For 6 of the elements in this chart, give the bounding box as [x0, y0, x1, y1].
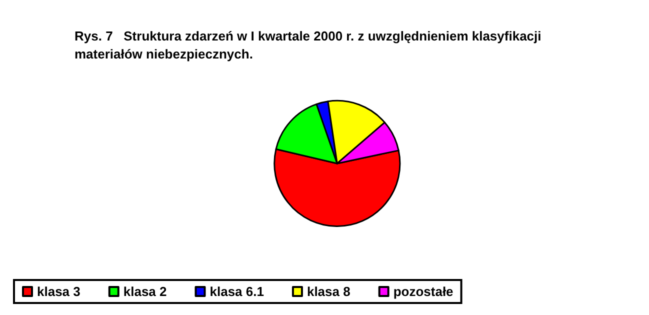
- legend-label: klasa 3: [37, 284, 80, 299]
- legend-label: klasa 2: [123, 284, 167, 299]
- chart-title: Rys. 7 Struktura zdarzeń w I kwartale 2000 r. z uwzględnieniem klasyfikacji materiałów niebezpiecznych.: [74, 28, 545, 62]
- legend-label: klasa 8: [306, 284, 350, 299]
- legend-label: pozostałe: [393, 284, 454, 299]
- legend-label: klasa 6.1: [210, 284, 264, 299]
